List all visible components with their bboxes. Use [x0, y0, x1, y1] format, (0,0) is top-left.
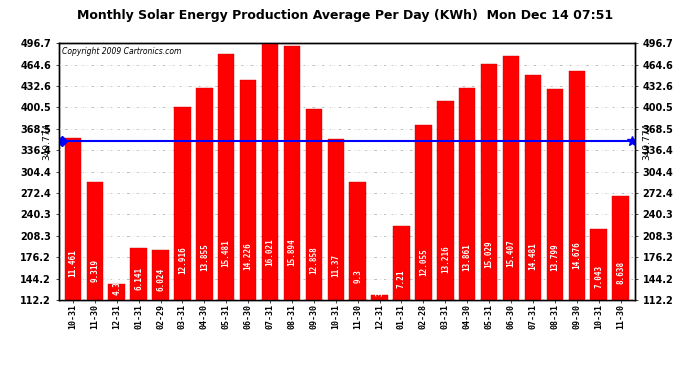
- Text: 7.21: 7.21: [397, 269, 406, 288]
- Bar: [437, 101, 453, 375]
- Text: 15.407: 15.407: [506, 240, 515, 267]
- Bar: [591, 229, 607, 375]
- Text: 12.916: 12.916: [178, 246, 187, 273]
- Bar: [240, 80, 257, 375]
- Bar: [196, 88, 213, 375]
- Text: 7.043: 7.043: [594, 265, 603, 288]
- Text: 15.029: 15.029: [484, 240, 493, 268]
- Bar: [503, 56, 520, 375]
- Text: 12.858: 12.858: [309, 246, 318, 274]
- Bar: [612, 196, 629, 375]
- Bar: [65, 138, 81, 375]
- Text: 13.861: 13.861: [463, 243, 472, 271]
- Text: 13.216: 13.216: [441, 245, 450, 273]
- Text: 6.141: 6.141: [134, 267, 143, 290]
- Text: 4.389: 4.389: [112, 272, 121, 295]
- Text: 349.774: 349.774: [42, 123, 51, 160]
- Text: 14.226: 14.226: [244, 243, 253, 270]
- Bar: [130, 248, 147, 375]
- Bar: [546, 89, 563, 375]
- Bar: [152, 250, 169, 375]
- Text: 11.461: 11.461: [68, 249, 77, 277]
- Text: 9.3: 9.3: [353, 268, 362, 282]
- Text: 11.37: 11.37: [331, 254, 340, 278]
- Text: 12.055: 12.055: [419, 248, 428, 276]
- Text: 16.021: 16.021: [266, 238, 275, 266]
- Bar: [524, 75, 541, 375]
- Bar: [86, 182, 103, 375]
- Bar: [415, 125, 432, 375]
- Text: 13.855: 13.855: [200, 243, 209, 271]
- Text: 349.774: 349.774: [642, 123, 651, 160]
- Bar: [284, 46, 300, 375]
- Bar: [393, 226, 410, 375]
- Bar: [328, 140, 344, 375]
- Bar: [262, 43, 278, 375]
- Text: 6.024: 6.024: [156, 267, 165, 291]
- Text: 14.676: 14.676: [572, 242, 581, 269]
- Bar: [306, 109, 322, 375]
- Bar: [569, 71, 585, 375]
- Text: 15.481: 15.481: [221, 239, 230, 267]
- Text: 9.319: 9.319: [90, 260, 99, 282]
- Bar: [349, 182, 366, 375]
- Text: 3.861: 3.861: [375, 273, 384, 296]
- Text: Copyright 2009 Cartronics.com: Copyright 2009 Cartronics.com: [61, 47, 181, 56]
- Text: 15.894: 15.894: [288, 238, 297, 266]
- Text: 14.481: 14.481: [529, 242, 538, 270]
- Text: 13.799: 13.799: [551, 244, 560, 272]
- Text: Monthly Solar Energy Production Average Per Day (KWh)  Mon Dec 14 07:51: Monthly Solar Energy Production Average …: [77, 9, 613, 22]
- Text: 8.638: 8.638: [616, 261, 625, 284]
- Bar: [108, 284, 125, 375]
- Bar: [459, 88, 475, 375]
- Bar: [481, 64, 497, 375]
- Bar: [174, 108, 190, 375]
- Bar: [218, 54, 235, 375]
- Bar: [371, 295, 388, 375]
